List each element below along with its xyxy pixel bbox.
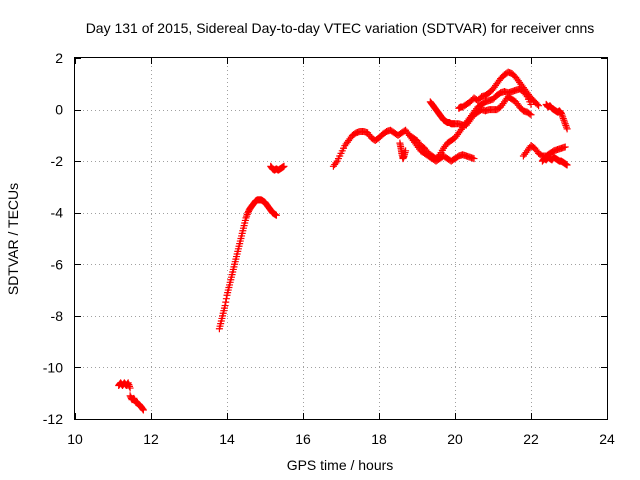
data-point [243,212,251,220]
y-axis-label: SDTVAR / TECUs [5,183,21,295]
data-point [243,210,251,218]
data-point [535,102,543,110]
data-point [559,113,567,121]
axis-ticks: 10 12 14 16 18 20 22 24 -12 -10 -8 -6 -4 -2 0 2 [43,50,615,447]
data-point [242,214,250,222]
data-point [280,162,288,170]
data-point [527,100,535,108]
data-point [222,295,230,303]
series-arc2 [126,392,147,414]
data-point [125,381,133,389]
series-arc8 [426,93,535,129]
data-point [526,110,534,118]
x-tick-label: 16 [295,431,311,447]
data-point [557,109,565,117]
x-tick-label: 24 [599,431,615,447]
data-point [124,379,132,387]
data-point [221,302,229,310]
series-arc12 [538,153,571,169]
series-arc4 [267,162,288,174]
data-point [561,118,569,126]
y-tick-label: 0 [55,102,63,118]
data-point [222,298,230,306]
data-point [562,121,570,129]
y-tick-label: -2 [51,153,64,169]
data-point [558,111,566,119]
x-tick-label: 14 [219,431,235,447]
data-point [563,161,571,169]
series-arc3 [215,196,280,333]
data-point [402,147,410,155]
data-point [562,123,570,131]
data-points [115,68,571,414]
y-tick-label: -12 [43,411,63,427]
data-point [563,125,571,133]
series-arc11 [542,100,571,133]
data-point [470,155,478,163]
plot-frame [74,57,608,420]
y-tick-label: 2 [55,50,63,66]
series-arc6 [396,139,410,163]
data-point [126,384,134,392]
y-tick-label: -6 [51,256,64,272]
data-point [139,405,147,413]
data-point [138,404,146,412]
data-point [332,159,340,167]
data-point [561,143,569,151]
x-tick-label: 12 [143,431,159,447]
x-tick-label: 18 [371,431,387,447]
series-arc9 [455,68,543,112]
x-tick-label: 10 [67,431,83,447]
data-point [139,406,147,414]
data-point [559,115,567,123]
y-tick-label: -4 [51,205,64,221]
y-tick-label: -8 [51,308,64,324]
x-tick-label: 20 [447,431,463,447]
data-point [527,111,535,119]
x-axis-label: GPS time / hours [287,457,394,473]
data-point [272,211,280,219]
x-tick-label: 22 [523,431,539,447]
data-point [125,382,133,390]
data-point [533,100,541,108]
data-point [560,116,568,124]
y-tick-label: -10 [43,359,63,375]
data-point [561,120,569,128]
series-arc1 [115,379,134,392]
chart-title: Day 131 of 2015, Sidereal Day-to-day VTE… [86,20,595,36]
